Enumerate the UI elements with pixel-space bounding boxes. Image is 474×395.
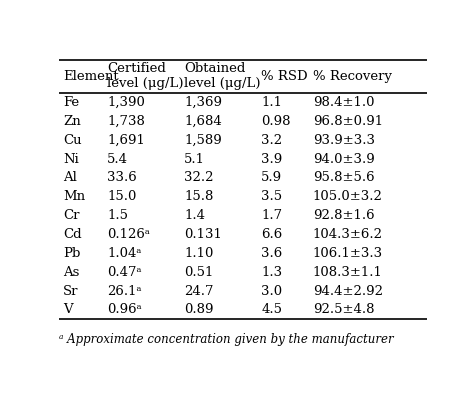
Text: 104.3±6.2: 104.3±6.2 — [313, 228, 383, 241]
Text: Ni: Ni — [63, 152, 79, 166]
Text: 108.3±1.1: 108.3±1.1 — [313, 266, 383, 278]
Text: 106.1±3.3: 106.1±3.3 — [313, 247, 383, 260]
Text: 0.89: 0.89 — [184, 303, 214, 316]
Text: 3.5: 3.5 — [261, 190, 283, 203]
Text: 6.6: 6.6 — [261, 228, 283, 241]
Text: 5.1: 5.1 — [184, 152, 205, 166]
Text: 5.4: 5.4 — [107, 152, 128, 166]
Text: Pb: Pb — [63, 247, 80, 260]
Text: % Recovery: % Recovery — [313, 70, 392, 83]
Text: 1,589: 1,589 — [184, 134, 222, 147]
Text: Mn: Mn — [63, 190, 85, 203]
Text: V: V — [63, 303, 73, 316]
Text: Obtained
level (μg/L): Obtained level (μg/L) — [184, 62, 261, 90]
Text: 0.131: 0.131 — [184, 228, 222, 241]
Text: Zn: Zn — [63, 115, 81, 128]
Text: Certified
level (μg/L): Certified level (μg/L) — [107, 62, 183, 90]
Text: % RSD: % RSD — [261, 70, 308, 83]
Text: 3.9: 3.9 — [261, 152, 283, 166]
Text: 1,738: 1,738 — [107, 115, 145, 128]
Text: 1.04ᵃ: 1.04ᵃ — [107, 247, 141, 260]
Text: 3.0: 3.0 — [261, 284, 283, 297]
Text: 15.8: 15.8 — [184, 190, 213, 203]
Text: 1,684: 1,684 — [184, 115, 222, 128]
Text: 3.6: 3.6 — [261, 247, 283, 260]
Text: Sr: Sr — [63, 284, 78, 297]
Text: As: As — [63, 266, 79, 278]
Text: 1,390: 1,390 — [107, 96, 145, 109]
Text: 32.2: 32.2 — [184, 171, 214, 184]
Text: 26.1ᵃ: 26.1ᵃ — [107, 284, 142, 297]
Text: Fe: Fe — [63, 96, 79, 109]
Text: Cu: Cu — [63, 134, 82, 147]
Text: 15.0: 15.0 — [107, 190, 137, 203]
Text: 5.9: 5.9 — [261, 171, 283, 184]
Text: 92.5±4.8: 92.5±4.8 — [313, 303, 374, 316]
Text: 24.7: 24.7 — [184, 284, 214, 297]
Text: 1,691: 1,691 — [107, 134, 145, 147]
Text: 33.6: 33.6 — [107, 171, 137, 184]
Text: 98.4±1.0: 98.4±1.0 — [313, 96, 374, 109]
Text: 0.98: 0.98 — [261, 115, 291, 128]
Text: 1.1: 1.1 — [261, 96, 283, 109]
Text: Cd: Cd — [63, 228, 82, 241]
Text: 1.10: 1.10 — [184, 247, 213, 260]
Text: Cr: Cr — [63, 209, 80, 222]
Text: 92.8±1.6: 92.8±1.6 — [313, 209, 374, 222]
Text: 0.47ᵃ: 0.47ᵃ — [107, 266, 142, 278]
Text: 94.4±2.92: 94.4±2.92 — [313, 284, 383, 297]
Text: 1,369: 1,369 — [184, 96, 222, 109]
Text: 3.2: 3.2 — [261, 134, 283, 147]
Text: Element: Element — [63, 70, 118, 83]
Text: 1.4: 1.4 — [184, 209, 205, 222]
Text: ᵃ Approximate concentration given by the manufacturer: ᵃ Approximate concentration given by the… — [59, 333, 394, 346]
Text: 0.96ᵃ: 0.96ᵃ — [107, 303, 142, 316]
Text: 1.5: 1.5 — [107, 209, 128, 222]
Text: 4.5: 4.5 — [261, 303, 283, 316]
Text: 105.0±3.2: 105.0±3.2 — [313, 190, 383, 203]
Text: 1.3: 1.3 — [261, 266, 283, 278]
Text: 96.8±0.91: 96.8±0.91 — [313, 115, 383, 128]
Text: 0.51: 0.51 — [184, 266, 213, 278]
Text: 94.0±3.9: 94.0±3.9 — [313, 152, 374, 166]
Text: 95.8±5.6: 95.8±5.6 — [313, 171, 374, 184]
Text: 0.126ᵃ: 0.126ᵃ — [107, 228, 150, 241]
Text: 1.7: 1.7 — [261, 209, 283, 222]
Text: 93.9±3.3: 93.9±3.3 — [313, 134, 375, 147]
Text: Al: Al — [63, 171, 77, 184]
